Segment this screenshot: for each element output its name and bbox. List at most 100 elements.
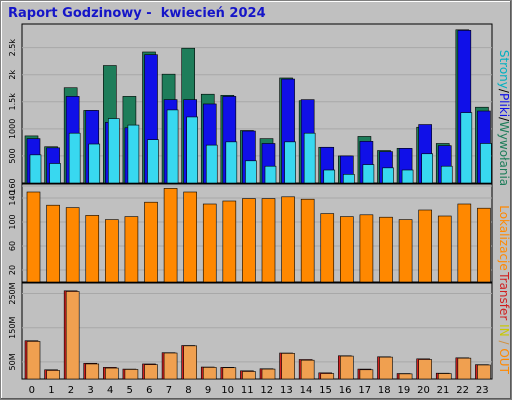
pages-bar <box>205 144 218 184</box>
visits-bar <box>85 215 100 283</box>
pages-bar <box>382 167 394 184</box>
y-tick-label: 140 <box>8 190 17 205</box>
pages-bar <box>166 109 179 184</box>
pages-bar <box>108 118 120 184</box>
x-tick-label: 4 <box>107 385 113 396</box>
pages-bar <box>245 160 257 184</box>
legend-pages: Strony <box>497 50 511 89</box>
y-tick-label: 60 <box>8 241 17 251</box>
x-tick-label: 21 <box>437 385 450 396</box>
x-tick-label: 1 <box>48 385 54 396</box>
transfer-out-bar <box>105 367 119 380</box>
pages-bar <box>264 165 277 184</box>
panel-border <box>21 282 493 380</box>
pages-bar <box>49 163 61 184</box>
visits-bar <box>457 203 472 283</box>
pages-bar <box>460 112 473 184</box>
legend-files: Pliki <box>497 93 511 117</box>
pages-bar <box>440 165 453 184</box>
x-tick-label: 10 <box>221 385 234 396</box>
x-tick-label: 12 <box>260 385 273 396</box>
pages-bar <box>88 143 101 184</box>
visits-bar <box>320 213 335 283</box>
panel-box <box>21 282 493 380</box>
x-tick-label: 13 <box>280 385 293 396</box>
visits-bar <box>398 219 413 283</box>
transfer-out-bar <box>124 369 139 380</box>
transfer-out-bar <box>300 359 315 380</box>
legend-out: OUT <box>497 348 511 374</box>
visits-bar <box>477 207 491 283</box>
y-tick-label: 100 <box>8 214 17 229</box>
legend-visits-label: Lokalizacje <box>497 205 511 271</box>
x-tick-label: 7 <box>166 385 172 396</box>
visits-bar <box>379 216 393 283</box>
x-tick-label: 16 <box>339 385 352 396</box>
x-tick-label: 20 <box>417 385 430 396</box>
pages-bar <box>186 116 198 184</box>
legend-hits: Wywołania <box>497 121 511 186</box>
pages-bar <box>401 169 414 184</box>
visits-bar <box>163 188 178 283</box>
transfer-out-bar <box>85 363 100 380</box>
legend-sep: / <box>497 89 511 94</box>
visits-bar <box>300 198 315 283</box>
y-tick-label: 500 <box>8 148 17 163</box>
transfer-out-bar <box>398 373 413 380</box>
y-tick-label: 2k <box>8 70 17 80</box>
pages-bar <box>147 139 159 184</box>
panel-box <box>21 183 493 283</box>
visits-bar <box>124 216 139 283</box>
x-tick-label: 23 <box>476 385 489 396</box>
visits-bar <box>26 191 41 283</box>
legend-transfer-label: Transfer IN / OUT <box>497 271 511 375</box>
transfer-out-bar <box>65 291 80 380</box>
visits-bar <box>222 200 237 283</box>
page-title: Raport Godzinowy - kwiecień 2024 <box>8 6 266 21</box>
visits-bar <box>340 216 354 283</box>
pages-bar <box>225 141 238 184</box>
pages-bar <box>68 132 81 184</box>
transfer-out-bar <box>437 373 452 380</box>
pages-bar <box>421 153 433 184</box>
pages-bar <box>480 143 492 184</box>
x-tick-label: 19 <box>398 385 411 396</box>
x-tick-label: 11 <box>241 385 254 396</box>
x-tick-label: 5 <box>127 385 133 396</box>
legend-transfer: Transfer <box>497 271 511 320</box>
x-tick-label: 18 <box>378 385 391 396</box>
visits-bar <box>242 198 256 283</box>
x-tick-label: 8 <box>185 385 191 396</box>
transfer-out-bar <box>26 341 41 380</box>
x-tick-label: 9 <box>205 385 211 396</box>
y-tick-label: 160 <box>8 178 17 193</box>
visits-bar <box>437 215 452 283</box>
transfer-out-bar <box>379 356 393 380</box>
panel-border <box>21 183 493 283</box>
pages-bar <box>323 169 336 184</box>
pages-bar <box>343 174 355 184</box>
transfer-out-bar <box>359 369 374 380</box>
visits-bar <box>65 207 80 283</box>
transfer-out-bar <box>202 367 217 380</box>
legend-traffic: Strony/Pliki/Wywołania <box>497 50 511 186</box>
x-tick-label: 0 <box>29 385 35 396</box>
transfer-out-bar <box>477 364 491 380</box>
transfer-out-bar <box>163 352 178 380</box>
visits-bar <box>46 204 60 283</box>
transfer-out-bar <box>320 373 335 380</box>
x-tick-label: 15 <box>319 385 332 396</box>
visits-bar <box>183 191 197 283</box>
visits-bar <box>281 196 295 283</box>
transfer-out-bar <box>261 368 276 380</box>
x-tick-label: 6 <box>146 385 152 396</box>
legend-visits: Lokalizacje <box>497 205 511 271</box>
legend-sep: / <box>497 337 511 349</box>
transfer-out-bar <box>183 345 197 380</box>
y-tick-label: 1000 <box>8 119 17 139</box>
visits-bar <box>261 198 276 283</box>
x-tick-label: 17 <box>358 385 371 396</box>
legend-in: IN <box>497 324 511 337</box>
